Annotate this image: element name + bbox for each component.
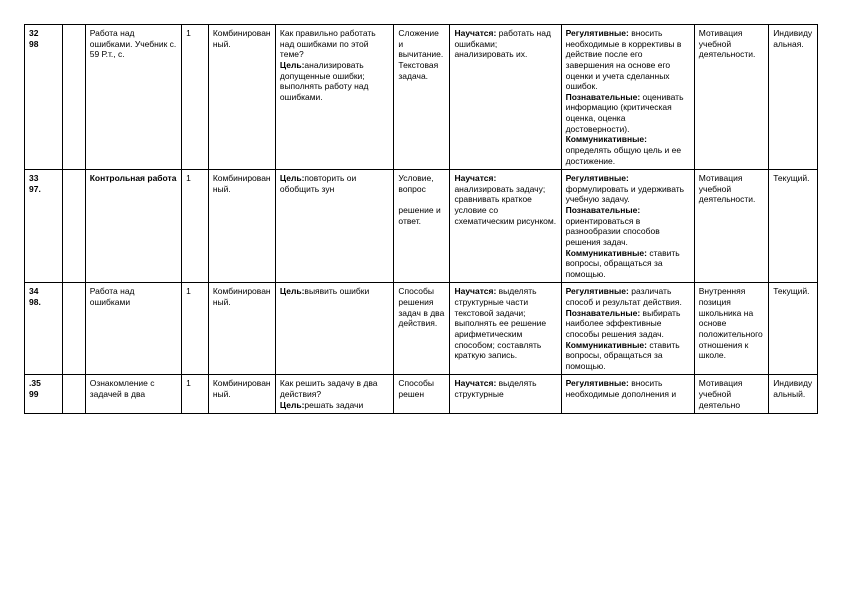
hours-cell: 1: [182, 170, 209, 283]
personal-cell: Мотивация учебной деятельности.: [694, 25, 768, 170]
spacer-cell: [62, 170, 85, 283]
concepts-cell: Способы решения задач в два действия.: [394, 283, 450, 375]
topic-cell: Работа над ошибками. Учебник с. 59 Р.т.,…: [85, 25, 181, 170]
row-number: 3397.: [25, 170, 63, 283]
hours-cell: 1: [182, 25, 209, 170]
learn-cell: Научатся: выделять структурные части тек…: [450, 283, 561, 375]
learn-cell: Научатся: работать над ошибками; анализи…: [450, 25, 561, 170]
control-cell: Индивидуальный.: [769, 375, 818, 414]
personal-cell: Мотивация учебной деятельности.: [694, 170, 768, 283]
row-number: .3599: [25, 375, 63, 414]
learn-cell: Научатся: выделять структурные: [450, 375, 561, 414]
concepts-cell: Сложение и вычитание. Текстовая задача.: [394, 25, 450, 170]
spacer-cell: [62, 25, 85, 170]
table-row: 3298 Работа над ошибками. Учебник с. 59 …: [25, 25, 818, 170]
uud-cell: Регулятивные: вносить необходимые дополн…: [561, 375, 694, 414]
curriculum-table: 3298 Работа над ошибками. Учебник с. 59 …: [24, 24, 818, 414]
goal-cell: Цель:повторить ои обобщить зун: [275, 170, 393, 283]
goal-cell: Как правильно работать над ошибками по э…: [275, 25, 393, 170]
goal-cell: Цель:выявить ошибки: [275, 283, 393, 375]
table-row: .3599 Ознакомление с задачей в два1Комбин…: [25, 375, 818, 414]
table-row: 3498. Работа над ошибками1Комбинированный…: [25, 283, 818, 375]
learn-cell: Научатся: анализировать задачу; сравнива…: [450, 170, 561, 283]
topic-cell: Контрольная работа: [85, 170, 181, 283]
concepts-cell: Способы решен: [394, 375, 450, 414]
topic-cell: Работа над ошибками: [85, 283, 181, 375]
topic-cell: Ознакомление с задачей в два: [85, 375, 181, 414]
lesson-type-cell: Комбинированный.: [208, 283, 275, 375]
spacer-cell: [62, 283, 85, 375]
spacer-cell: [62, 375, 85, 414]
row-number: 3498.: [25, 283, 63, 375]
row-number: 3298: [25, 25, 63, 170]
hours-cell: 1: [182, 375, 209, 414]
lesson-type-cell: Комбинированный.: [208, 25, 275, 170]
control-cell: Текущий.: [769, 283, 818, 375]
hours-cell: 1: [182, 283, 209, 375]
lesson-type-cell: Комбинированный.: [208, 375, 275, 414]
uud-cell: Регулятивные: формулировать и удерживать…: [561, 170, 694, 283]
lesson-type-cell: Комбинированный.: [208, 170, 275, 283]
control-cell: Индивидуальная.: [769, 25, 818, 170]
table-row: 3397. Контрольная работа1Комбинированный.…: [25, 170, 818, 283]
personal-cell: Внутренняя позиция школьника на основе п…: [694, 283, 768, 375]
concepts-cell: Условие, вопросрешение и ответ.: [394, 170, 450, 283]
goal-cell: Как решить задачу в два действия?Цель:ре…: [275, 375, 393, 414]
uud-cell: Регулятивные: вносить необходимые в корр…: [561, 25, 694, 170]
control-cell: Текущий.: [769, 170, 818, 283]
personal-cell: Мотивация учебной деятельно: [694, 375, 768, 414]
uud-cell: Регулятивные: различать способ и результ…: [561, 283, 694, 375]
